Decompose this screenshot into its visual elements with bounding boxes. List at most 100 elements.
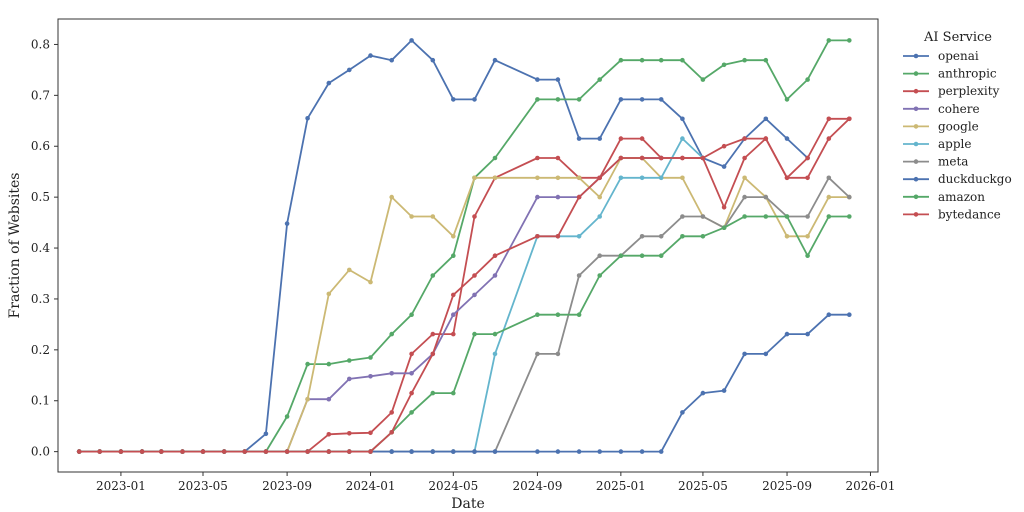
data-point [430,273,436,278]
data-point [555,175,561,181]
data-point [492,253,498,258]
data-point [639,57,645,63]
data-point [680,116,685,122]
data-point [618,155,624,161]
series-line-amazon [79,215,850,453]
data-point [535,449,540,454]
data-point [430,331,436,337]
x-tick-label: 2025-01 [596,479,646,493]
data-point [805,77,810,82]
x-tick-label: 2024-09 [512,479,562,493]
data-point [742,351,747,357]
data-point [680,57,685,63]
legend-marker [913,53,919,59]
data-point [658,234,664,239]
data-point [597,77,602,82]
legend-label: bytedance [938,207,1001,221]
legend-marker [913,88,919,94]
plot-frame [57,18,879,473]
data-point [576,273,582,278]
data-point [597,214,602,219]
data-point [680,136,685,141]
data-point [430,390,436,396]
data-point [326,361,332,367]
data-point [555,194,561,200]
data-point [826,116,832,122]
data-point [658,57,664,63]
data-point [347,449,352,454]
x-tick-label: 2024-05 [428,479,478,493]
data-point [451,97,456,102]
data-point [451,234,456,239]
data-point [639,136,645,141]
series-line-bytedance [79,117,850,453]
data-point [763,214,769,219]
data-point [742,175,747,181]
legend-label: meta [938,155,968,169]
data-point [847,38,852,43]
plot-lines [76,38,852,454]
data-point [430,214,436,219]
data-point [200,449,206,454]
data-point [430,351,436,357]
data-point [847,116,852,122]
data-point [409,390,414,396]
data-point [492,175,498,181]
data-point [826,175,832,181]
data-point [700,77,706,82]
data-point [139,449,145,454]
data-point [618,136,624,141]
data-point [492,57,498,63]
data-point [721,388,727,393]
data-point [368,430,373,436]
data-point [763,136,769,141]
data-point [597,136,602,141]
data-point [535,312,540,318]
data-point [451,390,456,396]
data-point [97,449,102,454]
data-point [326,396,332,402]
y-tick-label: 0.5 [31,190,50,204]
data-point [763,351,769,357]
y-tick-label: 0.1 [31,394,50,408]
data-point [742,155,747,161]
data-point [409,371,414,376]
data-point [618,97,624,102]
series-line-openai [79,39,809,453]
data-point [618,449,624,454]
series-line-anthropic [79,39,850,453]
data-point [721,205,727,210]
data-point [451,331,456,337]
data-point [826,194,832,200]
x-tick-label: 2023-01 [96,479,146,493]
data-point [242,449,247,454]
legend-label: amazon [938,190,985,204]
data-point [472,175,477,181]
data-point [576,194,582,200]
legend-marker [913,212,919,217]
x-axis-label: Date [451,496,484,512]
data-point [389,410,395,415]
data-point [389,57,395,63]
legend-label: openai [938,49,979,63]
legend-item-amazon: amazon [903,190,985,204]
data-point [639,175,645,181]
data-point [763,116,769,122]
data-point [284,449,290,454]
data-point [721,143,727,149]
y-tick-label: 0.4 [31,241,50,255]
data-point [700,234,706,239]
data-point [639,97,645,102]
data-point [368,53,373,58]
data-point [451,312,456,318]
data-point [576,234,582,239]
data-point [742,57,747,63]
series-amazon [76,214,852,454]
legend-marker [913,159,919,164]
data-point [221,449,227,454]
data-point [784,331,790,337]
data-point [576,175,582,181]
data-point [597,194,602,200]
data-point [347,67,352,73]
